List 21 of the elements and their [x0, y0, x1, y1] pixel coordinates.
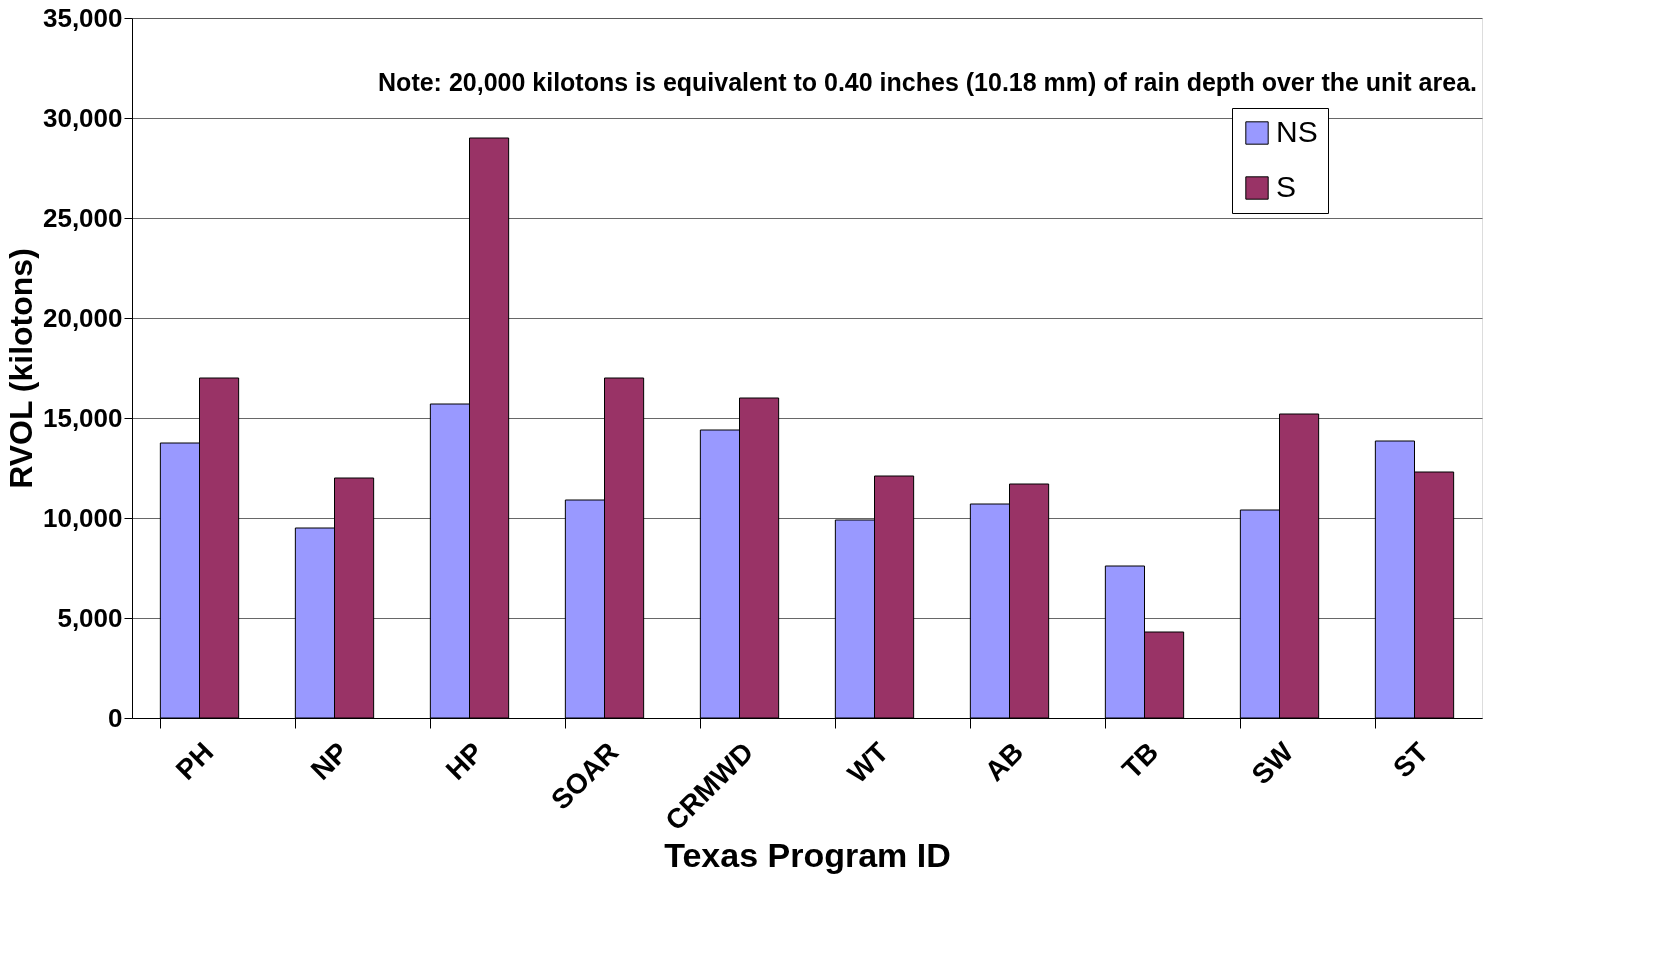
x-tick-label: WT [841, 736, 895, 790]
x-tick-label: HP [439, 736, 490, 786]
x-tick-label: PH [169, 736, 220, 786]
annotation: Note: 20,000 kilotons is equivalent to 0.40 inches (10.18 mm) of rain depth over the unit area. [378, 68, 1477, 96]
y-tick-label: 35,000 [42, 2, 123, 33]
x-tick-label: NP [304, 736, 355, 786]
y-tick-label: 25,000 [42, 202, 123, 233]
x-tick-label: AB [978, 736, 1030, 787]
y-tick-label: 5,000 [57, 602, 123, 633]
x-tick-label: TB [1115, 736, 1165, 785]
y-axis-title: RVOL (kilotons) [2, 248, 39, 489]
y-tick-label: 10,000 [42, 502, 123, 533]
x-tick-label: ST [1387, 736, 1435, 784]
y-tick-label: 15,000 [42, 402, 123, 433]
legend-label: NS [1276, 115, 1318, 148]
y-tick-label: 0 [108, 702, 123, 733]
legend-label: S [1276, 170, 1297, 203]
y-tick-label: 30,000 [42, 102, 123, 133]
y-tick-label: 20,000 [42, 302, 123, 333]
x-axis-title: Texas Program ID [664, 836, 951, 875]
x-tick-label: SW [1245, 735, 1300, 791]
